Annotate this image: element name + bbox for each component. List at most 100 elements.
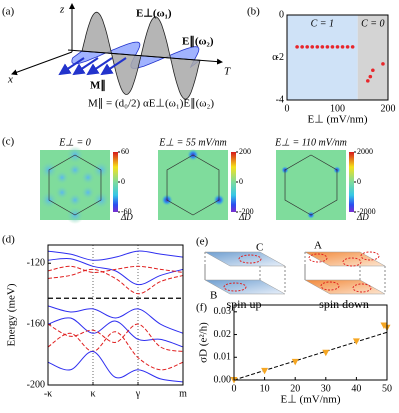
magnetization-arrow [86, 57, 113, 76]
point [322, 349, 330, 357]
valley-label: A [314, 240, 322, 252]
layer-plane [204, 251, 286, 267]
y-tick-label: -160 [27, 318, 45, 329]
field-perp: E⊥(ω₁) [136, 8, 172, 20]
brillouin-zone [48, 154, 102, 216]
heatmap-spot [80, 170, 95, 185]
valley-label: B [210, 290, 217, 302]
panel-label: (d) [2, 234, 15, 246]
point [325, 45, 330, 49]
colorbar [113, 152, 118, 212]
region [357, 15, 388, 100]
colorbar-tick-label: 0 [239, 177, 243, 186]
band [48, 265, 183, 273]
formula: M∥ = (d₀/2) αE⊥(ω₁)E∥(ω₂) [88, 98, 214, 110]
x-tick-label: -κ [44, 388, 52, 399]
map-title: E⊥ = 55 mV/nm [158, 137, 226, 148]
band [48, 250, 183, 261]
valley-label: C [256, 242, 263, 254]
layer-plane [304, 279, 386, 295]
colorbar-tick-label: 60 [121, 147, 129, 156]
point [315, 45, 320, 49]
point [381, 62, 385, 66]
valley-ring [360, 251, 380, 261]
t-axis [67, 49, 223, 65]
plot-frame [233, 304, 388, 381]
colorbar-tick-label: -2000 [357, 207, 376, 216]
region [287, 15, 358, 100]
point [320, 45, 325, 49]
x-tick-label: 20 [290, 383, 300, 394]
x-tick-label: κ [90, 388, 95, 399]
colorbar-tick-label: 2000 [357, 147, 373, 156]
x-axis [11, 51, 73, 76]
spin-label: spin down [319, 297, 369, 311]
y-tick-label: 0.02 [214, 329, 232, 340]
point [310, 45, 315, 49]
point [305, 45, 310, 49]
plot-frame [286, 14, 389, 101]
band [48, 317, 183, 348]
panel-label: (a) [2, 6, 15, 18]
fit-line [233, 331, 388, 381]
point [352, 338, 360, 345]
heatmap-spot [68, 163, 82, 177]
field-perp-wave [81, 11, 201, 100]
x-tick-label: 0 [232, 383, 237, 394]
map-title: E⊥ = 0 [58, 137, 91, 148]
panel-label: (f) [196, 302, 207, 314]
map-title: E⊥ = 110 mV/nm [274, 137, 347, 148]
y-tick-label: -200 [27, 379, 45, 390]
y-axis-label: Energy (meV) [6, 283, 18, 346]
point [350, 45, 355, 49]
magnetization-arrow [72, 57, 99, 76]
x-tick-label: 50 [382, 383, 392, 394]
colorbar-tick-label: -200 [239, 207, 254, 216]
heatmap-spot [68, 193, 82, 207]
x-tick-label: 40 [351, 383, 361, 394]
y-tick-label: 0.01 [214, 352, 232, 363]
band [48, 351, 183, 383]
point [340, 45, 345, 49]
x-tick-label: γ [135, 388, 141, 399]
point [291, 358, 299, 366]
colorbar-label: ΔD [238, 212, 251, 222]
colorbar-tick-label: 0 [357, 177, 361, 186]
colorbar-tick-label: 0 [121, 177, 125, 186]
point [295, 45, 299, 49]
y-tick-label: 0 [279, 9, 284, 20]
band [48, 305, 183, 334]
y-tick-label: 0.03 [214, 306, 232, 317]
point [380, 322, 388, 329]
brillouin-zone [284, 154, 338, 216]
x-tick-label: 30 [321, 383, 331, 394]
x-tick-label: 200 [381, 103, 396, 114]
colorbar-label: ΔD [356, 212, 369, 222]
magnetization-arrow [58, 57, 85, 76]
region-label: C = 1 [311, 18, 334, 29]
band [48, 331, 183, 371]
heatmap-spot [55, 185, 70, 200]
heatmap [276, 150, 346, 220]
x-axis-label: E⊥ (mV/nm) [308, 114, 368, 126]
valley-ring [223, 282, 247, 292]
spin-label: spin up [226, 297, 261, 311]
colorbar-tick-label: -60 [121, 207, 132, 216]
valley-ring [352, 283, 372, 293]
band [48, 268, 183, 295]
heatmap [158, 150, 228, 220]
plot-frame [47, 244, 184, 386]
band [48, 323, 183, 353]
point [368, 74, 373, 79]
field-par: E∥(ω₂) [182, 36, 214, 48]
colorbar [349, 152, 354, 212]
valley-ring [308, 253, 328, 263]
point [330, 45, 335, 49]
y-axis-label: σD (e²/h) [198, 322, 210, 363]
heatmap-spot [55, 170, 70, 185]
colorbar [231, 152, 236, 212]
x-axis: x [7, 74, 13, 86]
x-axis-label: E⊥ (mV/nm) [281, 394, 341, 406]
colorbar-tick-label: 200 [239, 147, 251, 156]
